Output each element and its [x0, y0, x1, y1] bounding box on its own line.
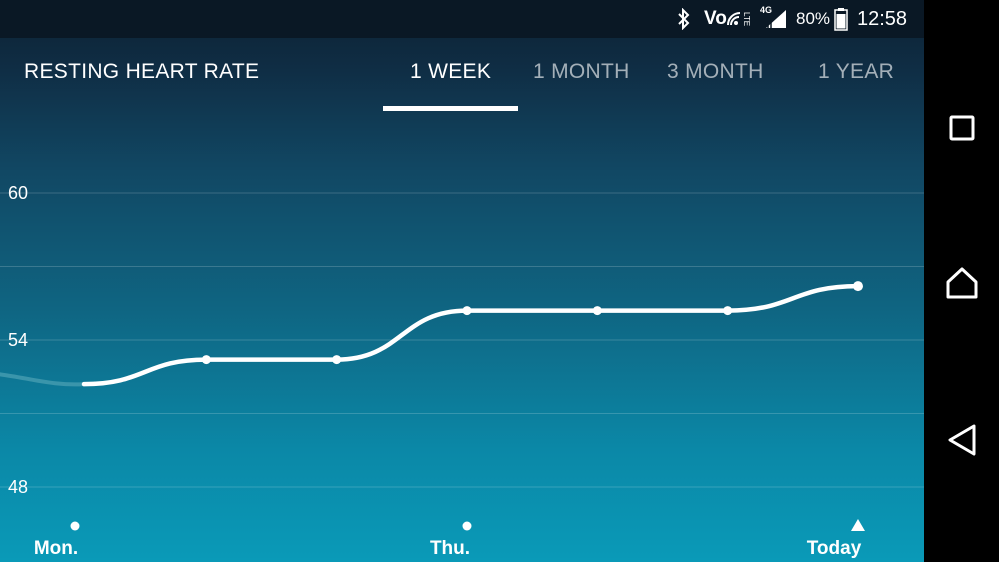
y-tick-label: 48: [8, 477, 28, 497]
x-tick-label: Today: [807, 538, 862, 559]
active-tab-indicator: [383, 106, 518, 111]
back-button[interactable]: [924, 405, 999, 475]
x-marker-dot: [462, 521, 472, 531]
x-tick-label: Mon.: [34, 538, 78, 559]
lte-label: LTE: [741, 11, 751, 27]
tab-1-month[interactable]: 1 MONTH: [533, 60, 630, 83]
data-point: [723, 306, 733, 316]
volte-label: Vo: [704, 8, 727, 29]
tab-1-year[interactable]: 1 YEAR: [818, 60, 895, 83]
battery-percent: 80%: [796, 9, 831, 28]
app-screen: Vo LTE 4G 80% 12:58 RESTING HEART RATE 1…: [0, 0, 924, 562]
bluetooth-icon: [676, 0, 692, 38]
signal-icon: 4G: [758, 0, 788, 38]
data-point: [592, 306, 602, 316]
network-type-label: 4G: [760, 5, 773, 15]
android-nav-bar: [924, 0, 999, 562]
data-point: [462, 306, 472, 316]
tab-1-week[interactable]: 1 WEEK: [410, 60, 492, 83]
status-bar: Vo LTE 4G 80% 12:58: [0, 0, 924, 38]
heart-rate-line: [81, 283, 861, 387]
back-triangle-icon: [948, 424, 975, 456]
square-icon: [949, 115, 974, 141]
battery-icon: [834, 0, 848, 38]
recents-button[interactable]: [924, 93, 999, 163]
volte-icon: Vo LTE: [704, 0, 751, 38]
page-title: RESTING HEART RATE: [24, 60, 260, 83]
data-point: [332, 355, 342, 365]
y-tick-label: 54: [8, 330, 28, 350]
wifi-calling-icon: [726, 12, 740, 26]
data-point: [201, 355, 211, 365]
tab-3-month[interactable]: 3 MONTH: [667, 60, 764, 83]
previous-period-line: [0, 372, 86, 387]
heart-rate-chart: 60 54 48 Mon. Thu. Today: [0, 183, 924, 559]
today-marker-icon: [850, 519, 865, 531]
data-point: [852, 281, 863, 292]
clock: 12:58: [857, 7, 908, 30]
home-icon: [946, 267, 977, 299]
x-tick-label: Thu.: [430, 538, 470, 559]
y-tick-label: 60: [8, 183, 28, 203]
x-marker-dot: [70, 521, 80, 531]
home-button[interactable]: [924, 248, 999, 318]
